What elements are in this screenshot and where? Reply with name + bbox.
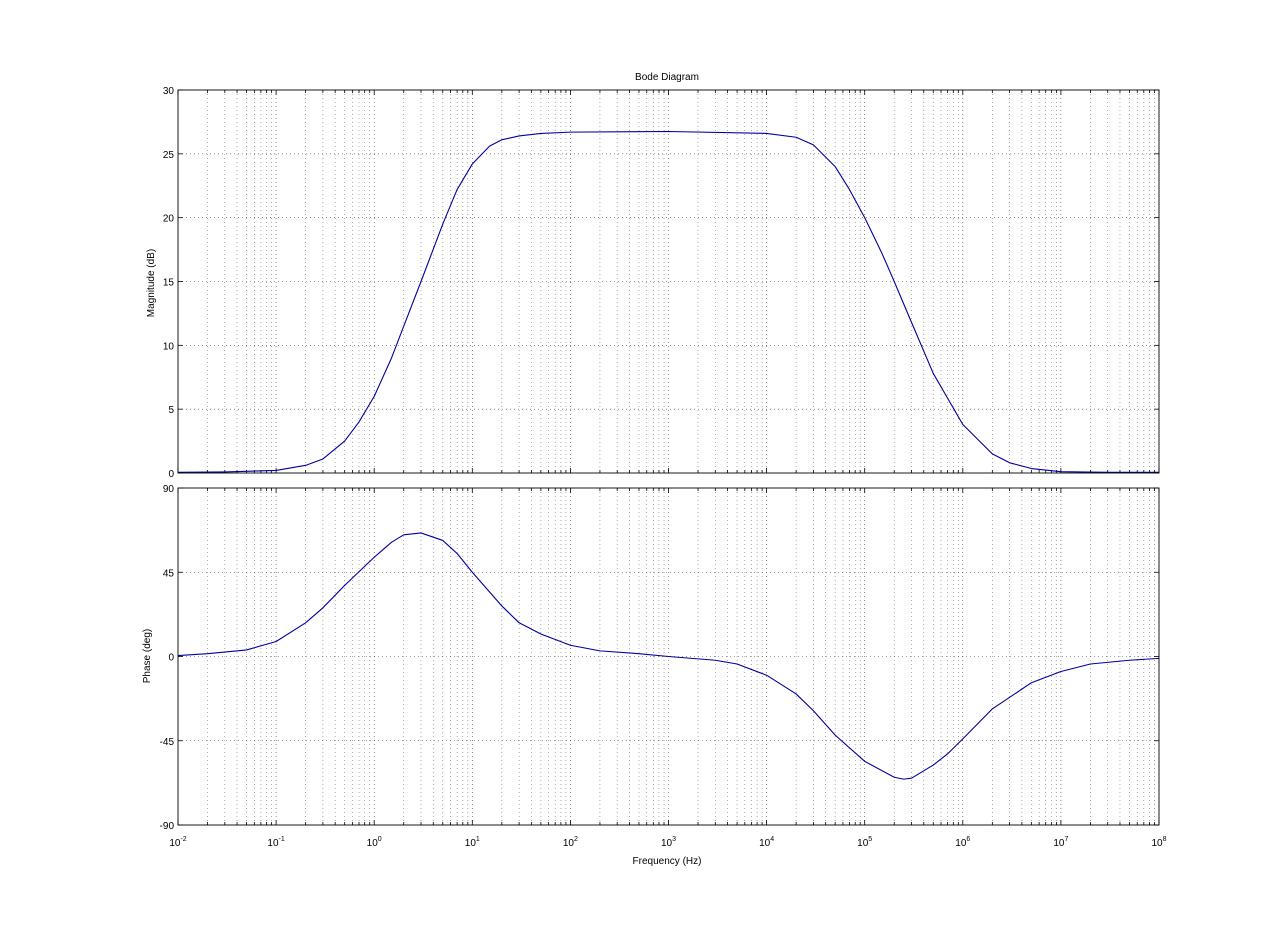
x-tick-label: 10-1 <box>267 836 284 849</box>
magnitude-y-tick-label: 0 <box>168 469 174 480</box>
x-tick-label: 107 <box>1053 836 1068 849</box>
phase-y-axis-label: Phase (deg) <box>142 629 153 683</box>
magnitude-y-tick-label: 5 <box>168 405 174 416</box>
magnitude-axes-frame <box>177 89 1160 474</box>
phase-y-tick-label: -45 <box>160 737 175 748</box>
x-tick-label: 106 <box>955 836 970 849</box>
magnitude-y-axis-label: Magnitude (dB) <box>146 249 157 317</box>
magnitude-y-tick-label: 10 <box>163 341 175 352</box>
magnitude-series-line <box>177 130 1159 473</box>
x-tick-label: 105 <box>857 836 872 849</box>
x-tick-label: 104 <box>759 836 774 849</box>
x-tick-label: 103 <box>661 836 676 849</box>
phase-series-line <box>177 532 1160 780</box>
magnitude-axes-background <box>178 90 1159 473</box>
magnitude-y-tick-label: 25 <box>163 150 175 161</box>
phase-y-tick-label: -90 <box>160 821 175 832</box>
phase-y-tick-label: 45 <box>163 568 175 579</box>
x-axis-label: Frequency (Hz) <box>633 856 702 867</box>
magnitude-plot: 0 5 10 15 20 25 30 <box>163 86 1160 480</box>
x-tick-label: 100 <box>367 836 382 849</box>
magnitude-y-tick-label: 30 <box>163 86 175 97</box>
magnitude-y-tick-label: 15 <box>163 278 175 289</box>
phase-y-tick-label: 90 <box>163 484 175 495</box>
magnitude-y-tick-label: 20 <box>163 214 175 225</box>
x-tick-label: 101 <box>465 836 480 849</box>
x-tick-label: 10-2 <box>169 836 186 849</box>
phase-y-tick-label: 0 <box>168 653 174 664</box>
x-tick-label: 108 <box>1151 836 1166 849</box>
x-tick-label: 102 <box>563 836 578 849</box>
chart-title: Bode Diagram <box>635 72 699 83</box>
phase-axes-frame <box>177 487 1160 826</box>
phase-plot: -90 -45 0 45 90 10-2 10-1 100 101 102 103 104 105 106… <box>160 484 1167 849</box>
